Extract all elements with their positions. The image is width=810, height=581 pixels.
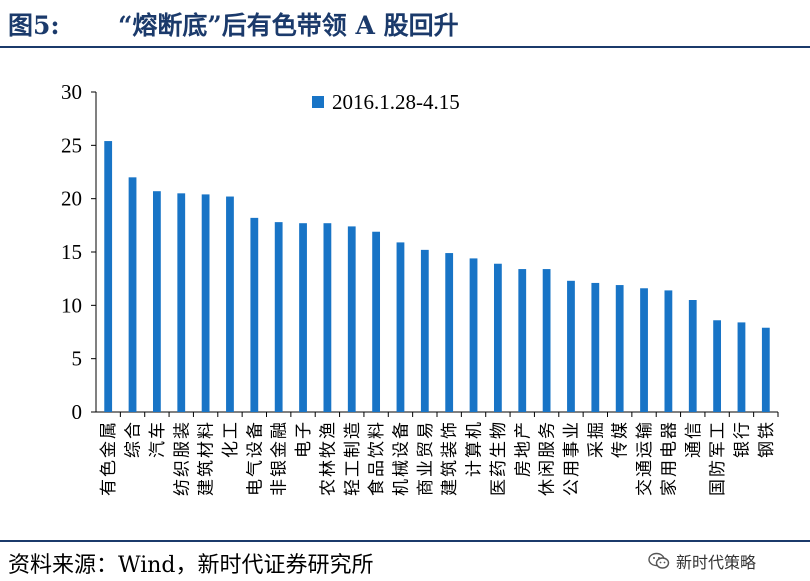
x-category-label: 食品饮料 [367, 420, 387, 496]
x-category-label: 轻工制造 [343, 420, 363, 496]
wechat-icon [648, 552, 670, 569]
x-category-label: 机械设备 [391, 420, 411, 496]
bar [469, 258, 478, 412]
bar [201, 194, 210, 412]
x-category-label: 纺织服装 [172, 420, 192, 496]
bar [128, 177, 137, 412]
x-category-label: 休闲服务 [538, 420, 558, 496]
bar [567, 280, 575, 412]
figure-label: 图5: [8, 11, 60, 40]
x-category-label: 电气设备 [245, 420, 265, 496]
bottom-rule [0, 540, 810, 542]
x-category-label: 化工 [221, 420, 241, 458]
x-category-label: 非银金融 [270, 420, 290, 496]
bar [591, 282, 600, 412]
bar [396, 242, 405, 412]
bar [713, 320, 722, 412]
bar [737, 322, 746, 412]
bar [688, 300, 697, 412]
bar [274, 222, 283, 412]
x-category-label: 电子 [294, 420, 314, 458]
x-category-label: 综合 [124, 420, 144, 458]
y-tick-label: 25 [61, 133, 82, 157]
x-category-label: 银行 [732, 420, 752, 458]
watermark-text: 新时代策略 [676, 553, 757, 572]
y-tick-label: 5 [72, 347, 83, 371]
bar [518, 269, 527, 412]
bar [226, 196, 234, 412]
title-bar: 图5: “熔断底”后有色带领 A 股回升 [0, 0, 810, 44]
bar [177, 193, 186, 412]
x-category-label: 采掘 [586, 420, 606, 458]
bar [250, 217, 259, 412]
title-rule [0, 46, 810, 48]
x-category-label: 汽车 [148, 420, 168, 458]
x-category-label: 计算机 [465, 420, 485, 477]
bar [761, 327, 770, 412]
x-category-label: 国防军工 [708, 420, 728, 496]
x-category-label: 交通运输 [635, 420, 655, 496]
x-category-label: 钢铁 [757, 420, 777, 458]
y-tick-label: 15 [61, 240, 82, 264]
x-category-label: 农林牧渔 [318, 420, 338, 496]
figure-title: “熔断底”后有色带领 A 股回升 [118, 11, 459, 40]
x-category-label: 建筑材料 [197, 420, 217, 496]
bar [445, 253, 454, 412]
bar [615, 285, 624, 412]
bar [104, 141, 113, 413]
bar [299, 223, 307, 412]
bar [542, 269, 551, 412]
y-tick-label: 0 [72, 400, 83, 424]
y-tick-label: 30 [61, 80, 82, 104]
bar [664, 290, 673, 412]
legend-swatch [312, 96, 324, 108]
x-category-label: 传媒 [611, 420, 631, 458]
bar [372, 231, 381, 412]
x-category-label: 医药生物 [489, 420, 509, 496]
x-category-label: 建筑装饰 [440, 420, 460, 496]
y-tick-label: 10 [61, 293, 82, 317]
bar [493, 263, 502, 412]
legend-label: 2016.1.28-4.15 [332, 90, 460, 114]
x-category-label: 通信 [684, 420, 704, 458]
bar [640, 288, 648, 412]
x-category-label: 房地产 [513, 420, 533, 477]
x-category-label: 商业贸易 [416, 420, 436, 496]
bar [347, 226, 356, 412]
x-category-label: 有色金属 [99, 420, 119, 496]
bar [152, 191, 161, 412]
source-note: 资料来源：Wind，新时代证券研究所 [8, 553, 374, 578]
y-tick-label: 20 [61, 187, 82, 211]
bar [420, 249, 429, 412]
x-category-label: 家用电器 [659, 420, 679, 496]
bar [323, 223, 332, 412]
x-category-label: 公用事业 [562, 420, 582, 496]
bar-chart: 0 5 10 15 20 25 30 有色金属 综合 汽车 纺织服装 建筑材料 化工 电气设备 非银金融 电子… [61, 80, 779, 496]
watermark: 新时代策略 [648, 549, 756, 573]
